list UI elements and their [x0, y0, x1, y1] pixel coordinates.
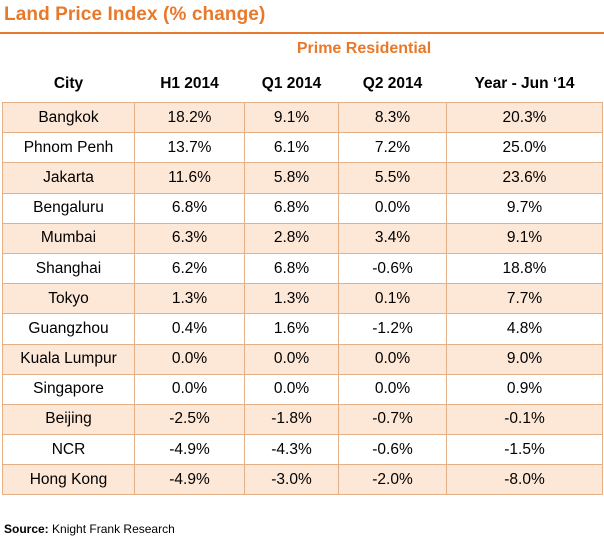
column-header-year-jun-14: Year - Jun ‘14 — [474, 75, 575, 92]
cell-q2-2014: -0.6% — [338, 252, 447, 285]
cell-q1-2014: 9.1% — [244, 101, 339, 134]
cell-year-jun-14: -1.5% — [446, 434, 603, 466]
cell-year-jun-14: 0.9% — [446, 373, 603, 405]
cell-q2-2014: -0.7% — [338, 403, 447, 436]
cell-q2-2014: 0.0% — [338, 192, 447, 224]
cell-year-jun-14: 25.0% — [446, 132, 603, 164]
cell-q1-2014: 6.8% — [244, 252, 339, 285]
cell-h1-2014: 11.6% — [134, 162, 245, 194]
cell-h1-2014: 0.0% — [134, 373, 245, 405]
table-row: Mumbai 6.3% 2.8% 3.4% 9.1% — [2, 222, 603, 254]
cell-q1-2014: 5.8% — [244, 162, 339, 194]
cell-year-jun-14: 9.0% — [446, 343, 603, 375]
cell-q2-2014: 8.3% — [338, 101, 447, 134]
cell-year-jun-14: 7.7% — [446, 283, 603, 315]
cell-q2-2014: 5.5% — [338, 162, 447, 194]
cell-q1-2014: 0.0% — [244, 343, 339, 375]
cell-q1-2014: 1.6% — [244, 313, 339, 345]
cell-city: Guangzhou — [2, 313, 135, 345]
cell-city: NCR — [2, 434, 135, 466]
cell-h1-2014: 6.2% — [134, 252, 245, 285]
cell-city: Beijing — [2, 403, 135, 436]
cell-h1-2014: 1.3% — [134, 283, 245, 315]
table-row: Beijing -2.5% -1.8% -0.7% -0.1% — [2, 403, 603, 436]
cell-city: Jakarta — [2, 162, 135, 194]
cell-q2-2014: 7.2% — [338, 132, 447, 164]
cell-q2-2014: 3.4% — [338, 222, 447, 254]
cell-q1-2014: 1.3% — [244, 283, 339, 315]
cell-q2-2014: 0.1% — [338, 283, 447, 315]
table-row: Hong Kong -4.9% -3.0% -2.0% -8.0% — [2, 464, 603, 496]
cell-q1-2014: 6.8% — [244, 192, 339, 224]
table-row: Singapore 0.0% 0.0% 0.0% 0.9% — [2, 373, 603, 405]
column-header-city: City — [53, 75, 84, 92]
cell-q1-2014: 2.8% — [244, 222, 339, 254]
cell-year-jun-14: 9.1% — [446, 222, 603, 254]
cell-h1-2014: -4.9% — [134, 434, 245, 466]
cell-h1-2014: 6.8% — [134, 192, 245, 224]
header-row: City H1 2014 Q1 2014 Q2 2014 Year - Jun … — [3, 66, 603, 103]
cell-year-jun-14: 4.8% — [446, 313, 603, 345]
table-row: Jakarta 11.6% 5.8% 5.5% 23.6% — [2, 162, 603, 194]
cell-year-jun-14: 20.3% — [446, 101, 603, 134]
column-header-q1-2014: Q1 2014 — [261, 75, 322, 92]
cell-q2-2014: 0.0% — [338, 343, 447, 375]
table-row: Shanghai 6.2% 6.8% -0.6% 18.8% — [2, 252, 603, 285]
cell-q1-2014: 6.1% — [244, 132, 339, 164]
table-row: Tokyo 1.3% 1.3% 0.1% 7.7% — [2, 283, 603, 315]
table-row: Bengaluru 6.8% 6.8% 0.0% 9.7% — [2, 192, 603, 224]
cell-city: Hong Kong — [2, 464, 135, 496]
cell-q1-2014: 0.0% — [244, 373, 339, 405]
cell-q2-2014: -0.6% — [338, 434, 447, 466]
source-label: Source: — [4, 522, 49, 536]
title-rule — [0, 32, 604, 34]
column-header-h1-2014: H1 2014 — [160, 75, 219, 92]
cell-q1-2014: -3.0% — [244, 464, 339, 496]
table-row: Kuala Lumpur 0.0% 0.0% 0.0% 9.0% — [2, 343, 603, 375]
cell-city: Tokyo — [2, 283, 135, 315]
source-note: Source: Knight Frank Research — [4, 522, 175, 536]
cell-year-jun-14: 9.7% — [446, 192, 603, 224]
cell-city: Bangkok — [2, 101, 135, 134]
cell-q2-2014: 0.0% — [338, 373, 447, 405]
cell-h1-2014: 0.0% — [134, 343, 245, 375]
cell-q2-2014: -1.2% — [338, 313, 447, 345]
table-title: Land Price Index (% change) — [4, 4, 266, 25]
cell-h1-2014: 13.7% — [134, 132, 245, 164]
cell-city: Phnom Penh — [2, 132, 135, 164]
cell-h1-2014: 6.3% — [134, 222, 245, 254]
cell-h1-2014: -2.5% — [134, 403, 245, 436]
cell-q2-2014: -2.0% — [338, 464, 447, 496]
cell-year-jun-14: -0.1% — [446, 403, 603, 436]
table-subtitle: Prime Residential — [0, 40, 604, 58]
cell-h1-2014: 18.2% — [134, 101, 245, 134]
cell-year-jun-14: 18.8% — [446, 252, 603, 285]
cell-q1-2014: -1.8% — [244, 403, 339, 436]
subtitle-text: Prime Residential — [296, 40, 432, 57]
cell-year-jun-14: 23.6% — [446, 162, 603, 194]
cell-h1-2014: -4.9% — [134, 464, 245, 496]
land-price-table: City H1 2014 Q1 2014 Q2 2014 Year - Jun … — [2, 66, 603, 496]
source-text: Knight Frank Research — [52, 522, 175, 536]
cell-q1-2014: -4.3% — [244, 434, 339, 466]
table-row: Phnom Penh 13.7% 6.1% 7.2% 25.0% — [2, 132, 603, 164]
cell-h1-2014: 0.4% — [134, 313, 245, 345]
table-row: NCR -4.9% -4.3% -0.6% -1.5% — [2, 434, 603, 466]
cell-city: Shanghai — [2, 252, 135, 285]
cell-city: Bengaluru — [2, 192, 135, 224]
cell-year-jun-14: -8.0% — [446, 464, 603, 496]
cell-city: Mumbai — [2, 222, 135, 254]
table-row: Bangkok 18.2% 9.1% 8.3% 20.3% — [2, 101, 603, 134]
cell-city: Kuala Lumpur — [2, 343, 135, 375]
table-row: Guangzhou 0.4% 1.6% -1.2% 4.8% — [2, 313, 603, 345]
column-header-q2-2014: Q2 2014 — [362, 75, 423, 92]
cell-city: Singapore — [2, 373, 135, 405]
